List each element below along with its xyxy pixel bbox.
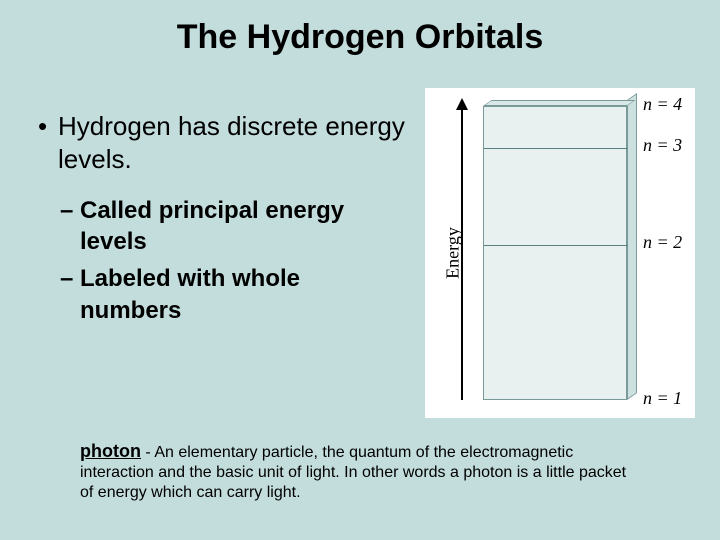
energy-level-diagram: Energy n = 4 n = 3 n = 2 n = 1 xyxy=(425,88,695,418)
box-side xyxy=(627,93,637,400)
definition-body: - An elementary particle, the quantum of… xyxy=(80,444,626,501)
level-label-n3: n = 3 xyxy=(643,135,682,156)
bullet-sub: Labeled with whole numbers xyxy=(60,263,408,325)
box-front xyxy=(483,106,627,400)
level-label-n2: n = 2 xyxy=(643,232,682,253)
text-content: Hydrogen has discrete energy levels. Cal… xyxy=(38,110,408,332)
level-label-n1: n = 1 xyxy=(643,388,682,409)
energy-arrow-icon xyxy=(461,100,463,400)
level-line-n2 xyxy=(484,245,628,246)
definition-term: photon xyxy=(80,441,141,461)
sub-bullet-list: Called principal energy levels Labeled w… xyxy=(38,195,408,326)
level-line-n3 xyxy=(484,148,628,149)
level-label-n4: n = 4 xyxy=(643,94,682,115)
bullet-main: Hydrogen has discrete energy levels. xyxy=(38,110,408,175)
energy-box xyxy=(483,100,633,400)
bullet-sub: Called principal energy levels xyxy=(60,195,408,257)
photon-definition: photon - An elementary particle, the qua… xyxy=(80,440,640,503)
page-title: The Hydrogen Orbitals xyxy=(0,0,720,57)
